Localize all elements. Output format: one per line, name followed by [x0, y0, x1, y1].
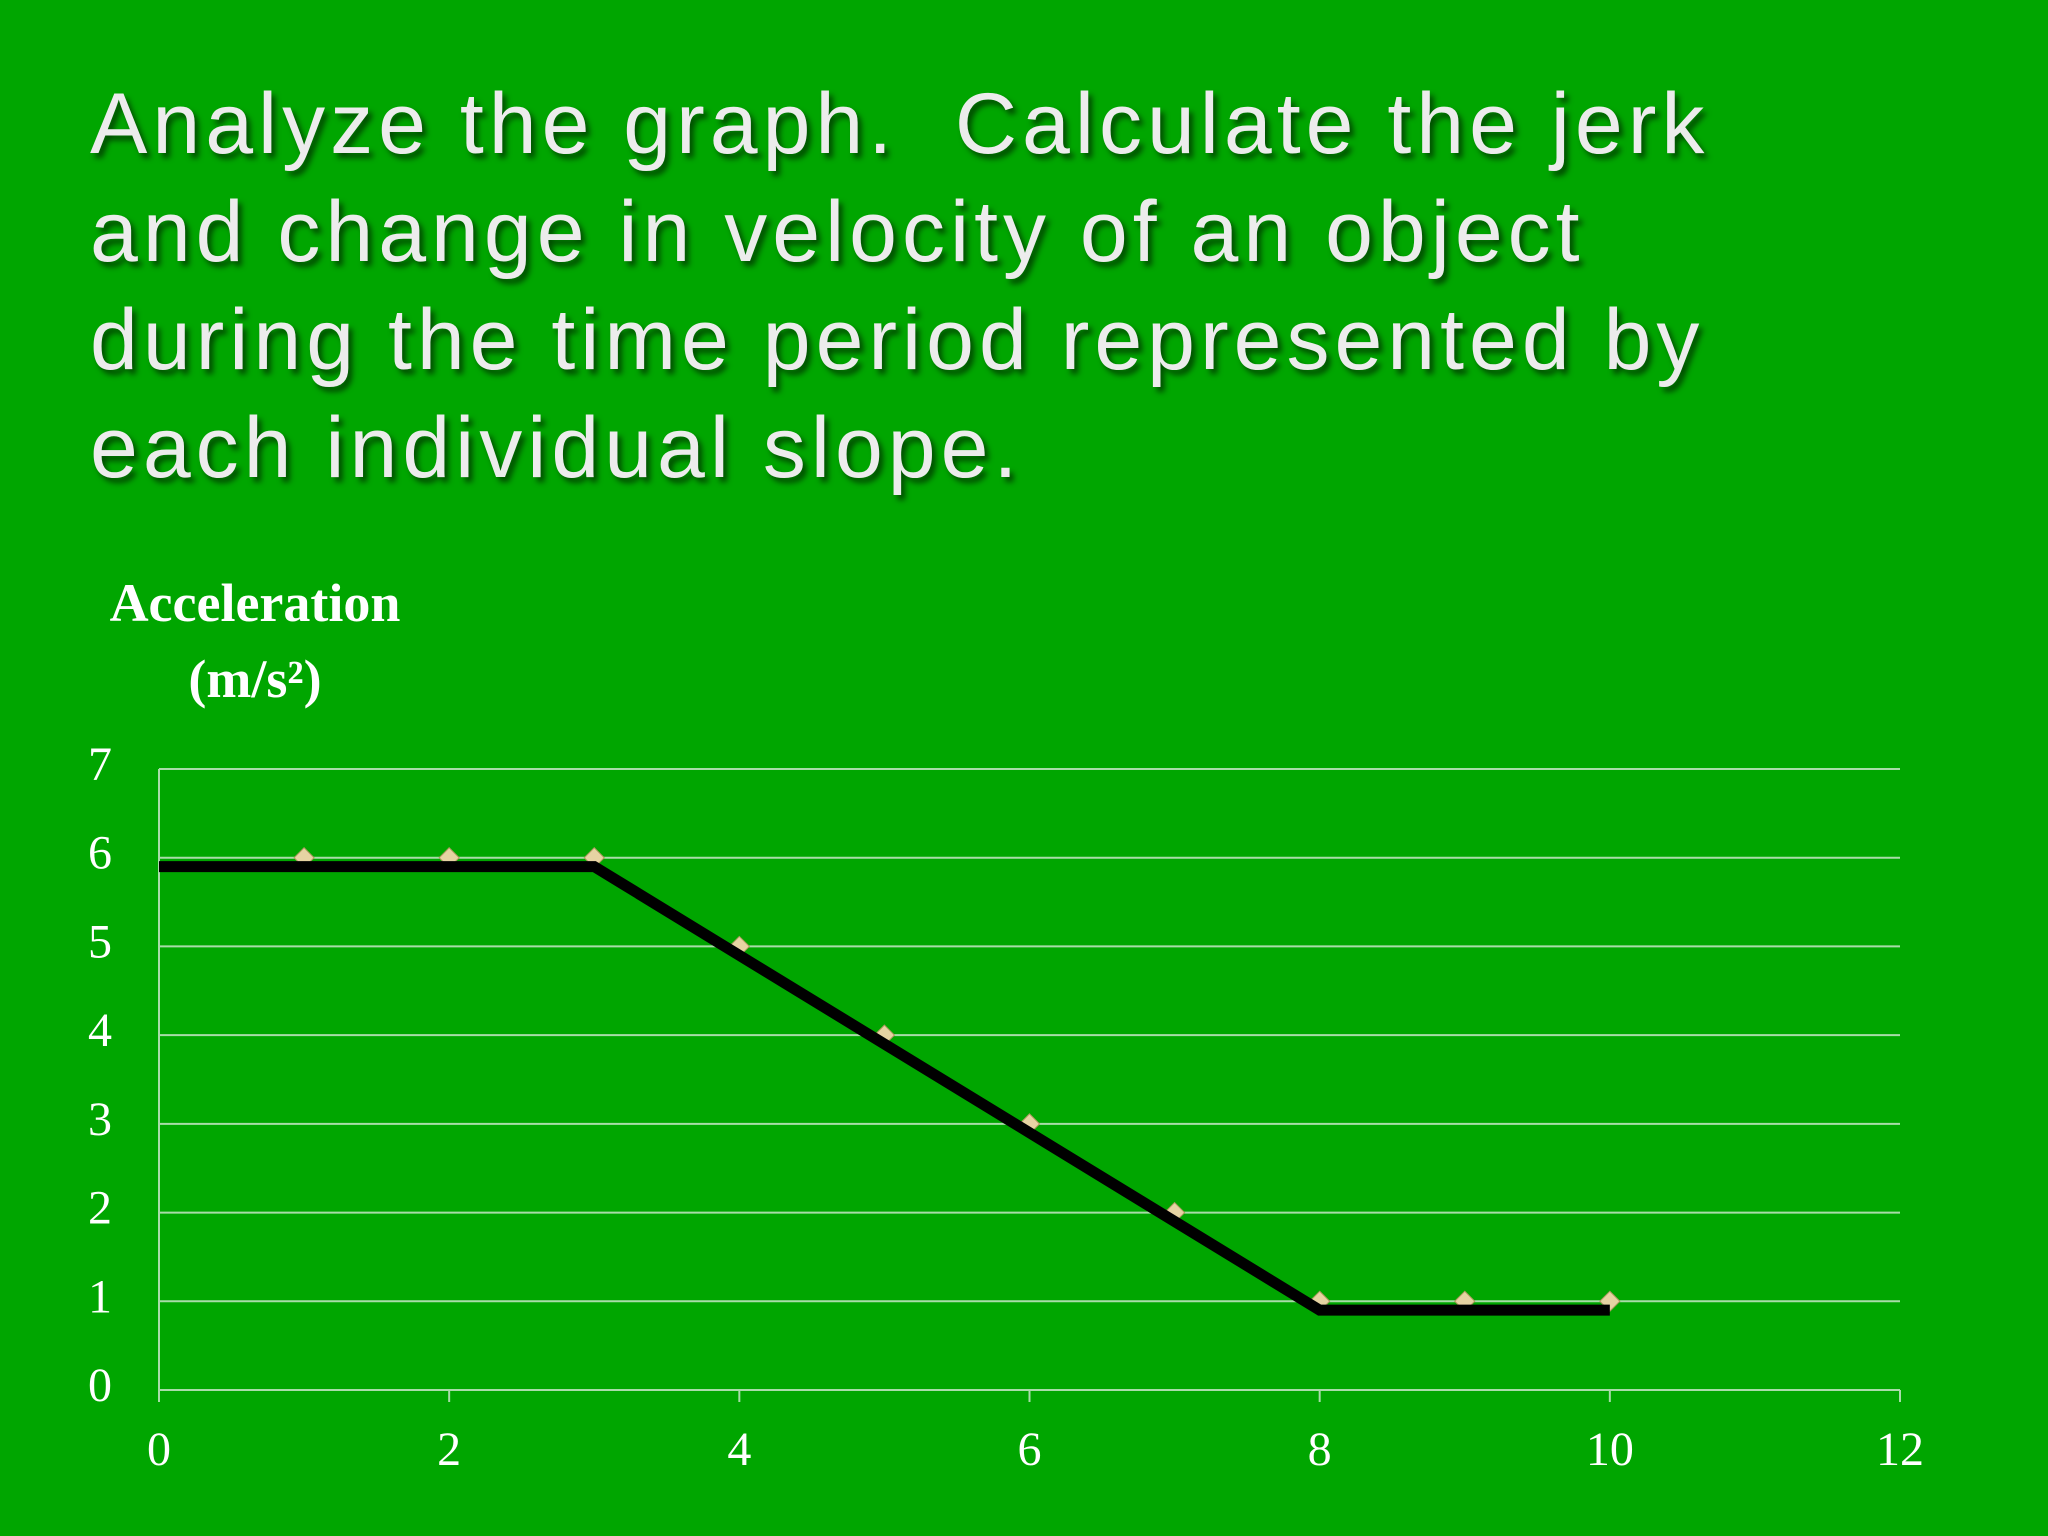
x-tick-label: 10	[1586, 1423, 1634, 1476]
x-tick-label: 0	[147, 1423, 171, 1476]
x-tick-label: 6	[1018, 1423, 1042, 1476]
title-line: each individual slope.	[90, 400, 1023, 496]
y-tick-label: 4	[88, 1004, 112, 1057]
y-tick-label: 7	[88, 738, 112, 791]
y-tick-label: 0	[88, 1359, 112, 1412]
y-tick-label: 6	[88, 827, 112, 880]
y-tick-label: 3	[88, 1093, 112, 1146]
y-tick-label: 5	[88, 915, 112, 968]
trend-line	[159, 861, 1610, 1316]
y-axis-label: Acceleration (m/s²)	[109, 573, 401, 709]
title-line: and change in velocity of an object	[90, 184, 1585, 280]
x-tick-label: 12	[1876, 1423, 1924, 1476]
title-line: during the time period represented by	[90, 292, 1705, 388]
x-tick-label: 4	[727, 1423, 751, 1476]
y-tick-label: 2	[88, 1182, 112, 1235]
x-tick-label: 8	[1308, 1423, 1332, 1476]
title-line: Analyze the graph. Calculate the jerk	[90, 76, 1710, 172]
slide-title: Analyze the graph. Calculate the jerk an…	[90, 70, 1709, 502]
x-tick-label: 2	[437, 1423, 461, 1476]
y-tick-label: 1	[88, 1270, 112, 1323]
